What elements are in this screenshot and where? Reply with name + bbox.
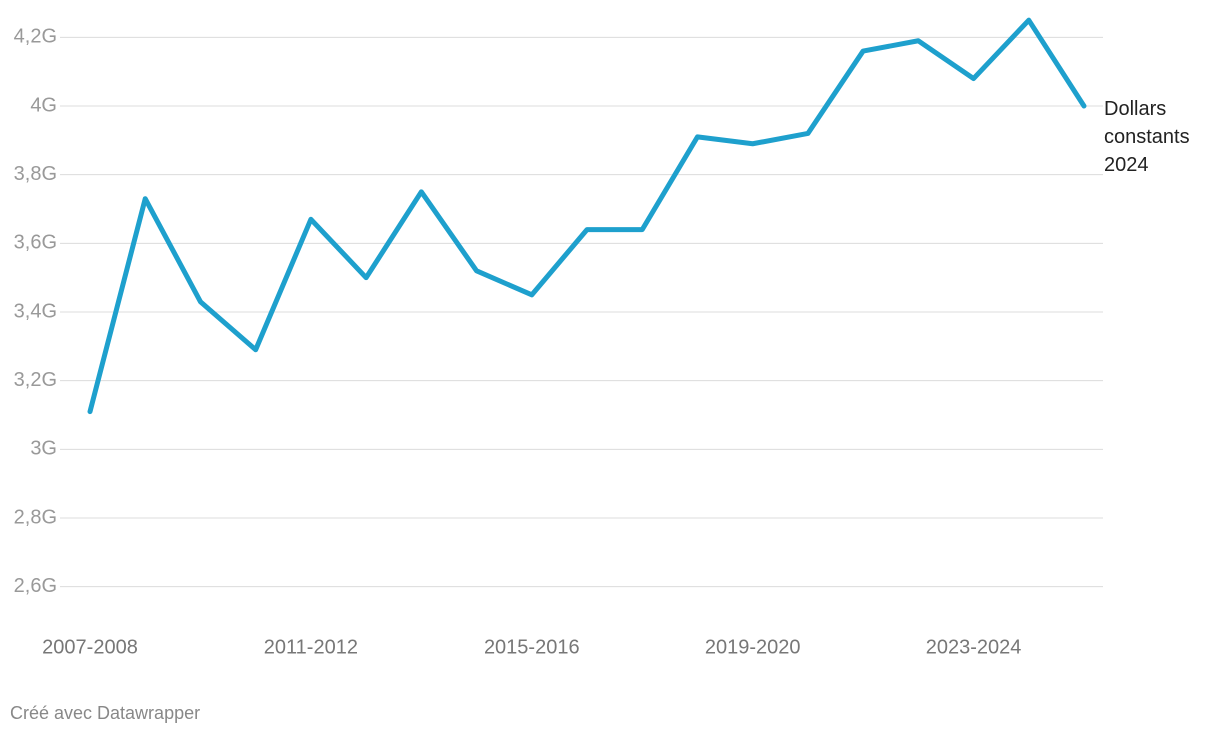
y-tick-label: 3,4G [14,300,57,322]
x-tick-label: 2023-2024 [926,636,1022,658]
footer: Créé avec Datawrapper [10,703,201,723]
x-tick-label: 2019-2020 [705,636,801,658]
x-tick-label: 2011-2012 [264,636,358,658]
y-tick-label: 3,8G [14,163,57,185]
y-tick-label: 2,8G [14,506,57,528]
y-tick-label: 3,6G [14,232,57,254]
x-tick-label: 2015-2016 [484,636,580,658]
y-tick-label: 3,2G [14,369,57,391]
x-tick-label: 2007-2008 [42,636,138,658]
y-tick-label: 2,6G [14,575,57,597]
data-line [87,17,1087,415]
y-tick-label: 3G [30,438,57,460]
series-label: Dollars constants 2024 [1104,98,1190,176]
y-tick-label: 4G [30,94,57,116]
y-tick-label: 4,2G [14,26,57,48]
